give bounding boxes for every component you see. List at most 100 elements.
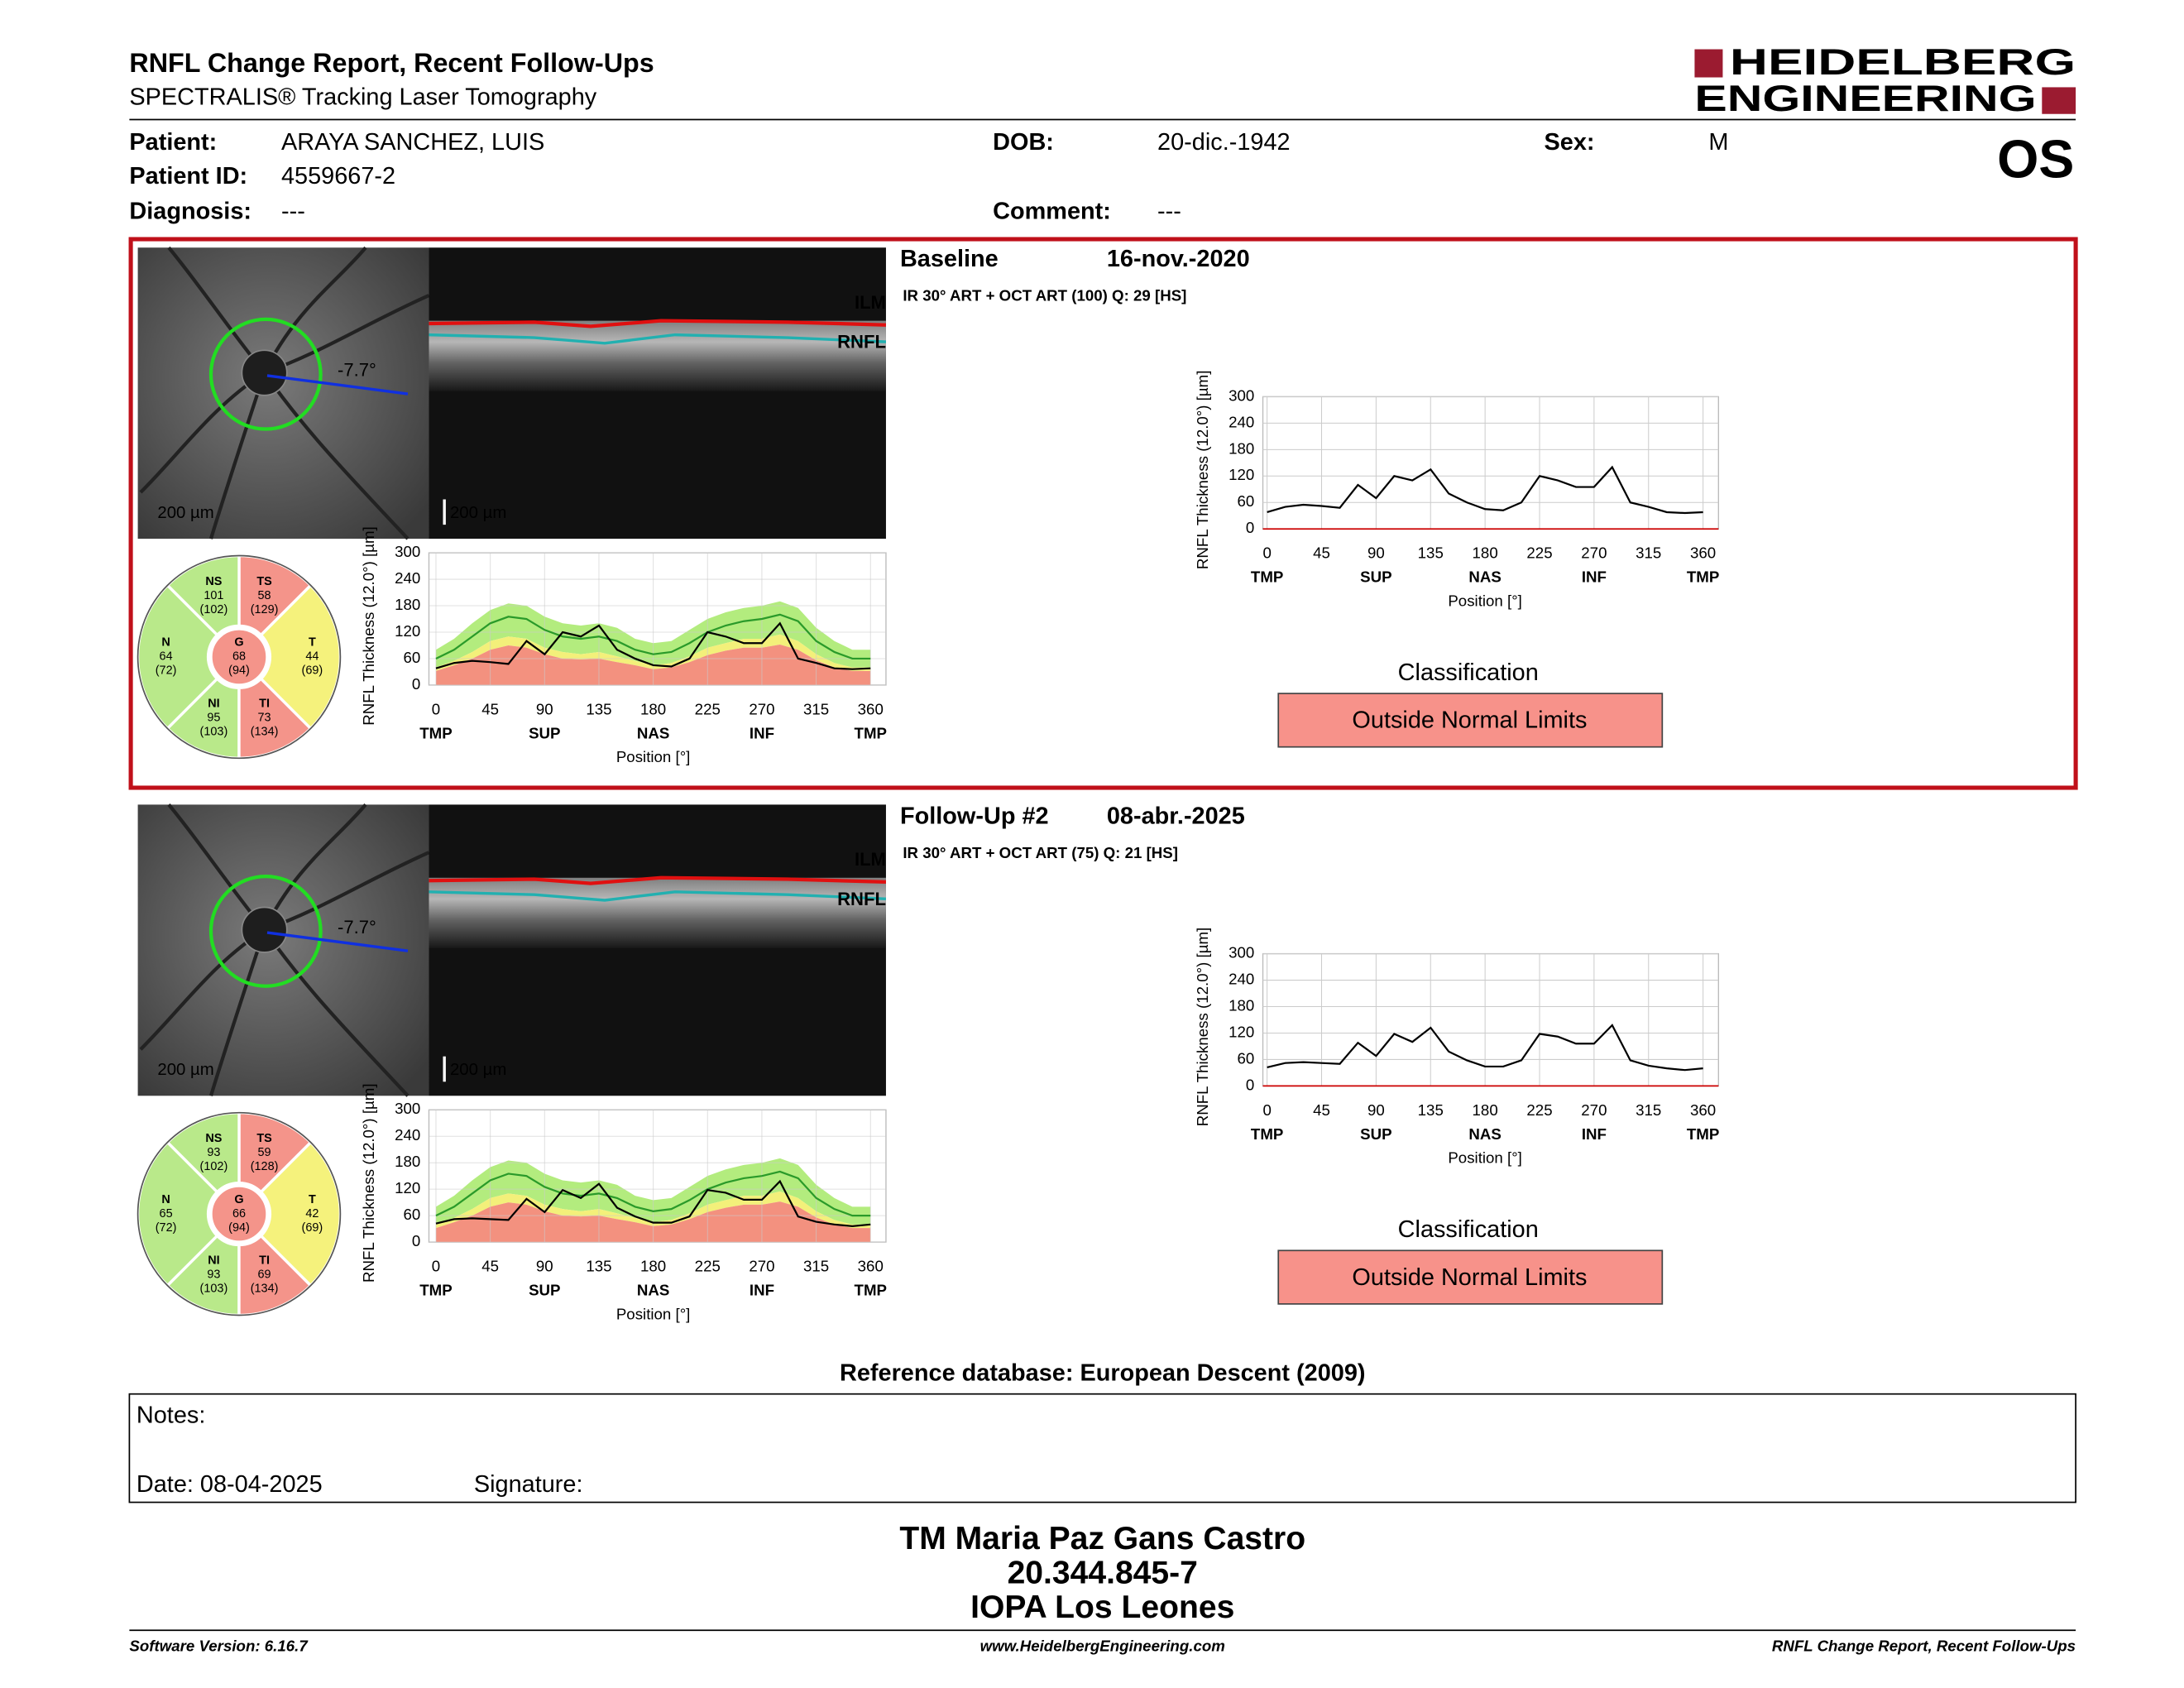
y-tick-label: 0 xyxy=(1246,519,1254,536)
x-category-label: NAS xyxy=(1468,568,1501,586)
sector-name: NS xyxy=(205,1132,222,1145)
field-value: 4559667-2 xyxy=(281,163,395,189)
sector-name: NI xyxy=(208,698,219,711)
field-label: DOB: xyxy=(993,129,1054,156)
signature-line: IOPA Los Leones xyxy=(970,1590,1234,1625)
y-tick-label: 60 xyxy=(403,649,420,666)
x-tick-label: 225 xyxy=(695,700,721,717)
x-category-label: INF xyxy=(1582,1125,1607,1143)
sector-value: 65 xyxy=(160,1207,173,1220)
field-label: Diagnosis: xyxy=(129,198,251,224)
footer-left: Software Version: 6.16.7 xyxy=(129,1638,309,1655)
x-axis-label: Position [°] xyxy=(1448,1149,1522,1167)
sector-value: 42 xyxy=(305,1207,318,1220)
x-category-label: TMP xyxy=(855,1282,887,1299)
sector-normal: (69) xyxy=(302,664,323,678)
reference-db: Reference database: European Descent (20… xyxy=(840,1360,1366,1387)
y-axis-label: RNFL Thickness (12.0°) [µm] xyxy=(360,1083,377,1282)
y-tick-label: 180 xyxy=(1228,439,1254,457)
sector-name: TS xyxy=(256,575,272,588)
x-tick-label: 315 xyxy=(803,700,829,717)
sector-name: N xyxy=(161,1193,170,1206)
signature-line: TM Maria Paz Gans Castro xyxy=(899,1521,1305,1556)
sector-normal: (102) xyxy=(200,603,228,616)
x-tick-label: 45 xyxy=(1313,1101,1330,1119)
sector-name: TS xyxy=(256,1132,272,1145)
y-tick-label: 240 xyxy=(395,569,420,587)
sector-value: 66 xyxy=(232,1207,246,1220)
classification-title: Classification xyxy=(1398,1216,1539,1243)
x-category-label: TMP xyxy=(855,724,887,741)
oct-image xyxy=(429,247,886,539)
ilm-line xyxy=(429,875,887,885)
logo-square xyxy=(1694,49,1723,78)
x-tick-label: 270 xyxy=(749,700,774,717)
sector-value: 95 xyxy=(207,712,220,725)
x-tick-label: 135 xyxy=(586,700,611,717)
y-tick-label: 0 xyxy=(412,675,420,693)
x-category-label: TMP xyxy=(1251,568,1283,586)
notes-label: Notes: xyxy=(136,1402,205,1428)
classification-value: Outside Normal Limits xyxy=(1352,707,1587,734)
scan-circle xyxy=(208,874,323,988)
sector-name: TI xyxy=(259,698,270,711)
footer-right: RNFL Change Report, Recent Follow-Ups xyxy=(1772,1638,2076,1655)
x-category-label: TMP xyxy=(419,724,452,741)
x-tick-label: 180 xyxy=(640,700,666,717)
x-tick-label: 360 xyxy=(858,700,884,717)
logo-text: HEIDELBERG xyxy=(1730,42,2076,83)
sector-normal: (134) xyxy=(251,726,279,739)
eye-label: OS xyxy=(1997,129,2074,189)
x-tick-label: 0 xyxy=(1262,1101,1271,1119)
field-value: 20-dic.-1942 xyxy=(1157,129,1291,156)
x-tick-label: 360 xyxy=(1690,544,1716,562)
x-category-label: INF xyxy=(1582,568,1607,586)
y-tick-label: 60 xyxy=(1238,1049,1255,1067)
ilm-label: ILM xyxy=(855,849,886,870)
thickness-line xyxy=(435,621,871,670)
fundus-image xyxy=(137,804,429,1096)
scan-info: IR 30° ART + OCT ART (75) Q: 21 [HS] xyxy=(903,844,1178,861)
exam-label: Baseline xyxy=(900,246,999,272)
x-axis-label: Position [°] xyxy=(616,748,691,765)
field-label: Sex: xyxy=(1545,129,1595,156)
notes-box xyxy=(128,1393,2076,1503)
x-tick-label: 315 xyxy=(1636,1101,1661,1119)
classification-value: Outside Normal Limits xyxy=(1352,1264,1587,1291)
x-tick-label: 0 xyxy=(432,1258,440,1275)
exam-date: 08-abr.-2025 xyxy=(1107,803,1245,829)
x-tick-label: 270 xyxy=(749,1258,774,1275)
sector-normal: (103) xyxy=(200,1283,228,1296)
retina-layer xyxy=(429,320,886,391)
y-tick-label: 300 xyxy=(1228,386,1254,404)
x-tick-label: 180 xyxy=(1473,544,1498,562)
scan-circle xyxy=(208,317,323,431)
sector-normal: (69) xyxy=(302,1221,323,1235)
sector-normal: (72) xyxy=(156,664,177,678)
classification-title: Classification xyxy=(1398,659,1539,686)
field-label: Comment: xyxy=(993,198,1111,224)
sector-normal: (94) xyxy=(228,664,250,678)
optic-disc xyxy=(241,349,288,396)
sector-name: NS xyxy=(205,575,222,588)
x-category-label: SUP xyxy=(529,1282,560,1299)
sector-name: N xyxy=(161,636,170,650)
sector-normal: (134) xyxy=(251,1283,279,1296)
scale-bar: 200 µm xyxy=(157,504,213,522)
oct-image xyxy=(429,804,886,1096)
vessel xyxy=(262,928,410,1097)
x-tick-label: 360 xyxy=(858,1258,884,1275)
report-title: RNFL Change Report, Recent Follow-Ups xyxy=(129,48,654,78)
fundus-image xyxy=(137,247,429,539)
thickness-line xyxy=(1267,1024,1703,1072)
ilm-line xyxy=(429,319,887,328)
x-tick-label: 315 xyxy=(1636,544,1661,562)
rnfl-line xyxy=(429,333,887,345)
sector-normal: (102) xyxy=(200,1160,228,1173)
rnfl-label: RNFL xyxy=(837,889,886,909)
angle-line xyxy=(266,931,409,952)
x-tick-label: 270 xyxy=(1581,1101,1607,1119)
y-tick-label: 300 xyxy=(1228,944,1254,961)
